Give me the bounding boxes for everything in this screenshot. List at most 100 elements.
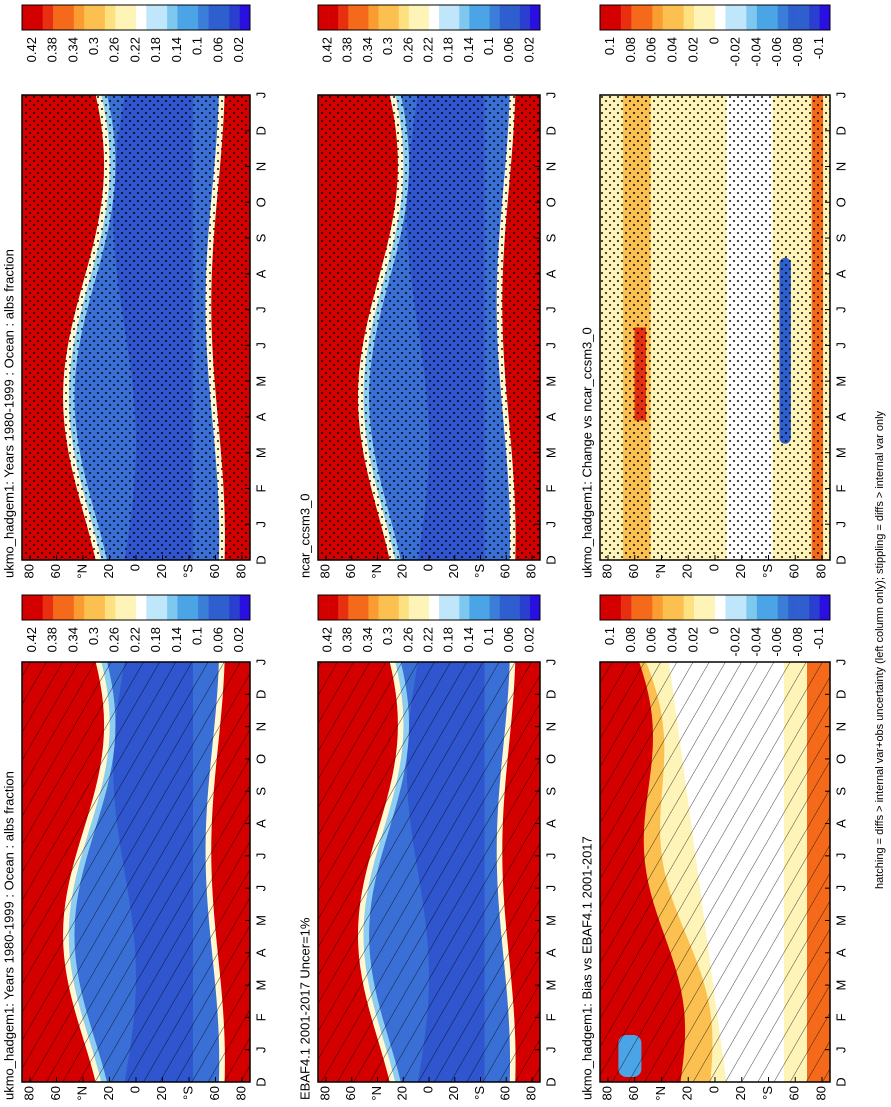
colorbar-label: 0.26 [400, 627, 415, 652]
colorbar-segment [22, 5, 33, 30]
colorbar-label: 0.3 [86, 627, 101, 645]
lat-label: 60 [48, 1086, 63, 1100]
colorbar-segment [529, 595, 541, 620]
month-label: D [253, 690, 268, 699]
panel-title: ukmo_hadgem1: Bias vs EBAF4.1 2001-2017 [579, 836, 594, 1100]
lat-label: 80 [599, 564, 614, 578]
colorbar-label: 0.1 [190, 37, 205, 55]
colorbar-segment [652, 5, 664, 30]
month-label: O [543, 197, 558, 207]
month-label: M [543, 980, 558, 991]
lat-label: °S [180, 1086, 195, 1100]
lat-label: 60 [343, 1086, 358, 1100]
colorbar-segment [73, 595, 85, 620]
colorbar-segment [408, 595, 420, 620]
month-label: J [833, 885, 848, 892]
lat-label: 60 [207, 564, 222, 578]
colorbar-segment [63, 5, 75, 30]
month-label: A [833, 412, 848, 421]
colorbar-label: 0.08 [623, 627, 638, 652]
colorbar-label: 0.3 [86, 37, 101, 55]
colorbar-segment [156, 595, 168, 620]
colorbar-segment [218, 5, 230, 30]
month-label: O [833, 197, 848, 207]
month-label: F [253, 1013, 268, 1021]
colorbar-segment [631, 595, 643, 620]
colorbar-label: 0.26 [107, 37, 122, 62]
colorbar-label: 0.34 [65, 37, 80, 62]
colorbar-segment [620, 5, 632, 30]
lat-label: 0 [706, 1086, 721, 1093]
colorbar-segment [735, 595, 747, 620]
lat-label: 80 [233, 564, 248, 578]
month-label: M [833, 447, 848, 458]
colorbar-segment [94, 595, 106, 620]
overlay [318, 95, 540, 560]
colorbar-segment [469, 5, 480, 30]
colorbar-segment [408, 5, 420, 30]
colorbar-segment [479, 595, 490, 620]
colorbar-segment [167, 595, 178, 620]
lat-label: 80 [317, 1086, 332, 1100]
colorbar-segment [198, 595, 209, 620]
colorbar-segment [229, 5, 240, 30]
colorbar-label: 0.26 [400, 37, 415, 62]
colorbar-segment [809, 5, 820, 30]
colorbar-label: -0.1 [811, 37, 826, 59]
colorbar-segment [756, 595, 768, 620]
month-label: J [833, 659, 848, 666]
colorbar-segment [378, 595, 389, 620]
colorbar-segment [84, 5, 95, 30]
colorbar-segment [318, 5, 329, 30]
month-label: F [833, 484, 848, 492]
colorbar-segment [177, 5, 189, 30]
colorbar-label: 0.38 [45, 37, 60, 62]
overlay [22, 95, 250, 560]
month-label: D [833, 126, 848, 135]
colorbar-segment [398, 5, 410, 30]
colorbar-frame [21, 4, 251, 31]
colorbar-segment [338, 5, 349, 30]
lat-label: 60 [626, 564, 641, 578]
colorbar-segment [115, 5, 126, 30]
colorbar-segment [22, 595, 33, 620]
colorbar-segment [318, 595, 329, 620]
colorbar-segment [348, 5, 359, 30]
colorbar-label: 0.02 [686, 627, 701, 652]
month-label: J [543, 885, 558, 892]
lat-label: °S [472, 1086, 487, 1100]
colorbar-segment [368, 5, 379, 30]
footnote: hatching = diffs > internal var+obs unce… [874, 410, 886, 889]
month-label: D [833, 1077, 848, 1086]
colorbar-segment [229, 595, 240, 620]
month-label: D [253, 555, 268, 564]
month-label: A [253, 269, 268, 278]
lat-label: 20 [680, 564, 695, 578]
overlay [22, 662, 250, 1082]
colorbar-segment [479, 5, 490, 30]
lat-label: 80 [233, 1086, 248, 1100]
field [318, 95, 540, 560]
lat-label: 20 [101, 1086, 116, 1100]
month-label: A [543, 412, 558, 421]
lat-label: 80 [523, 1086, 538, 1100]
colorbar-label: 0.14 [461, 627, 476, 652]
month-label: D [253, 126, 268, 135]
lat-label: °S [760, 1086, 775, 1100]
lat-label: 60 [343, 564, 358, 578]
colorbar-label: -0.02 [727, 627, 742, 657]
colorbar-segment [683, 5, 695, 30]
colorbar-label: 0.1 [481, 627, 496, 645]
month-label: J [253, 885, 268, 892]
colorbar-segment [32, 595, 44, 620]
colorbar-label: -0.02 [727, 37, 742, 67]
colorbar-segment [136, 595, 147, 620]
colorbar-label: 0.26 [107, 627, 122, 652]
colorbar-segment [146, 5, 158, 30]
month-label: D [543, 1077, 558, 1086]
month-label: N [253, 162, 268, 171]
month-label: M [833, 915, 848, 926]
colorbar-label: 0.14 [169, 627, 184, 652]
lat-label: °N [369, 564, 384, 579]
